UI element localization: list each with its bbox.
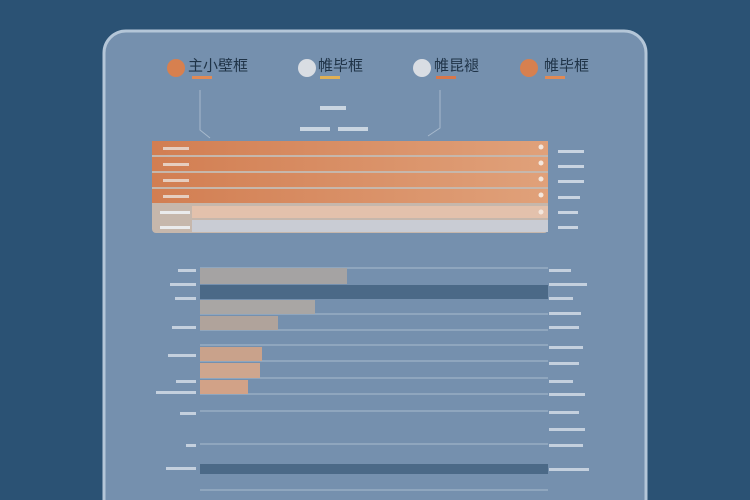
glyph-strip: [549, 428, 585, 431]
glyph-strip: [558, 196, 580, 199]
bar-list: [156, 267, 589, 491]
tab-label[interactable]: 主小壁框: [188, 57, 248, 75]
row: [152, 173, 548, 187]
glyph-strip: [549, 297, 573, 300]
tab-label[interactable]: 帷毕框: [318, 57, 363, 75]
glyph-strip: [186, 444, 196, 447]
tab-bar: 主小壁框 帷毕框 帷昆褪 帷毕框: [167, 57, 589, 79]
tab-icon: [520, 59, 538, 77]
tab-underline: [320, 76, 340, 79]
marker: [538, 176, 544, 182]
bar: [200, 316, 278, 330]
tab-label[interactable]: 帷昆褪: [434, 57, 479, 75]
row: [192, 220, 548, 232]
tab-icon: [167, 59, 185, 77]
tab-label[interactable]: 帷毕框: [544, 57, 589, 75]
glyph-strip: [549, 468, 589, 471]
glyph-strip: [549, 269, 571, 272]
glyph-strip: [549, 326, 579, 329]
glyph-strip: [549, 346, 583, 349]
bar: [200, 300, 315, 314]
glyph-strip: [163, 147, 189, 150]
glyph-strip: [170, 283, 196, 286]
glyph-strip: [549, 444, 583, 447]
glyph-strip: [175, 297, 196, 300]
right-glyphs: [549, 269, 589, 471]
right-glyphs: [558, 150, 584, 229]
marker: [538, 160, 544, 166]
glyph-strip: [558, 150, 584, 153]
glyph-strip: [549, 393, 585, 396]
glyph-strip: [163, 163, 189, 166]
top-block: [152, 141, 584, 233]
row: [152, 157, 548, 171]
glyph-strip: [172, 326, 196, 329]
glyph-strip: [549, 411, 579, 414]
glyph-strip: [338, 127, 368, 131]
marker: [538, 192, 544, 198]
glyph-strip: [558, 180, 584, 183]
tab-icon: [298, 59, 316, 77]
glyph-strip: [168, 354, 196, 357]
glyph-strip: [160, 211, 190, 214]
glyph-strip: [163, 179, 189, 182]
tab-underline: [436, 76, 456, 79]
glyph-strip: [300, 127, 330, 131]
glyph-strip: [320, 106, 346, 110]
tab-underline: [545, 76, 565, 79]
glyph-strip: [549, 380, 573, 383]
bar: [200, 380, 248, 394]
glyph-strip: [163, 195, 189, 198]
connectors: [199, 90, 441, 139]
tab-underline: [192, 76, 212, 79]
tab-icon: [413, 59, 431, 77]
glyph-strip: [180, 412, 196, 415]
row-markers: [538, 144, 544, 215]
glyph-strip: [166, 467, 196, 470]
row-glyphs: [160, 147, 190, 229]
glyph-strip: [176, 380, 196, 383]
bar: [200, 285, 548, 299]
glyph-strip: [156, 391, 196, 394]
connector: [427, 90, 441, 137]
glyph-strip: [558, 226, 578, 229]
row: [152, 189, 548, 203]
glyph-strip: [549, 312, 581, 315]
row: [152, 141, 548, 155]
glyph-strip: [549, 362, 579, 365]
glyph-strip: [558, 211, 578, 214]
glyph-strip: [178, 269, 196, 272]
left-glyphs: [156, 269, 196, 470]
bar: [200, 347, 262, 361]
glyph-strip: [160, 226, 190, 229]
glyph-strip: [558, 165, 584, 168]
bar: [200, 464, 548, 474]
connector: [199, 90, 211, 139]
marker: [538, 144, 544, 150]
marker: [538, 209, 544, 215]
row: [192, 206, 548, 218]
glyph-strip: [549, 283, 587, 286]
bar: [200, 363, 260, 378]
bar: [200, 268, 347, 284]
